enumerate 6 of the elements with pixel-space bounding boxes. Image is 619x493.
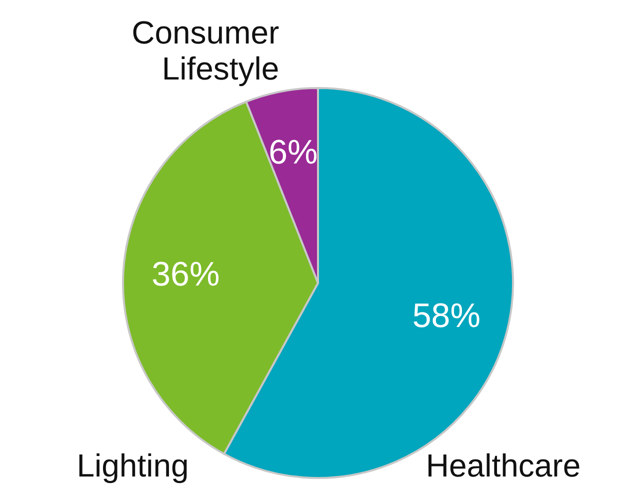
data-label: 36% [152, 256, 220, 294]
data-label: 6% [268, 134, 318, 172]
slice-label: Consumer Lifestyle [132, 14, 280, 87]
data-label: 58% [412, 296, 480, 335]
slice-label: Healthcare [426, 447, 581, 484]
slice-label: Lighting [76, 447, 189, 484]
